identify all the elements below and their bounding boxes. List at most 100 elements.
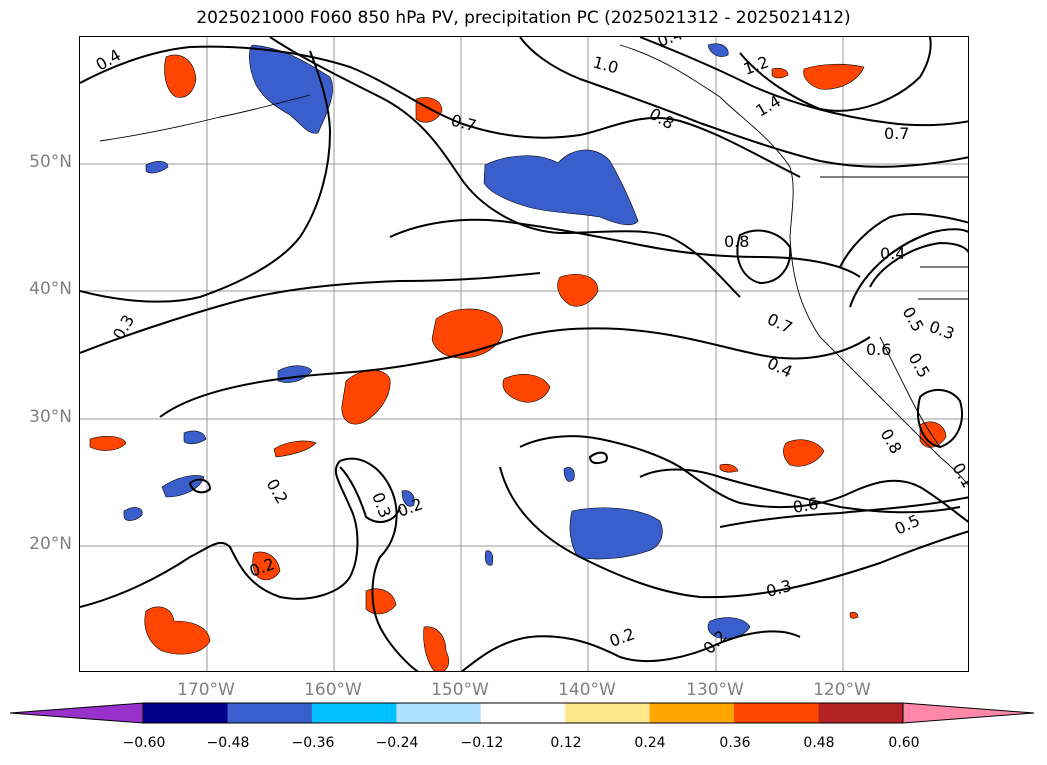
precip-blob-blue [401, 490, 415, 507]
colorbar-segment [227, 703, 313, 723]
precip-blob-blue [183, 430, 207, 445]
precip-blob-red [273, 440, 317, 458]
contour-label: 0.4 [880, 244, 905, 263]
precip-blob-red [89, 436, 127, 451]
contour-label: 0.7 [764, 309, 795, 337]
pv-contour-line [519, 37, 968, 168]
contour-label: 0.3 [109, 311, 138, 343]
precip-blob-red [502, 374, 551, 403]
pv-contour-line [188, 478, 212, 494]
pv-contour-line [80, 272, 541, 354]
pv-contour-line [639, 37, 968, 127]
precip-blob-red [365, 588, 397, 615]
precip-blob-red [431, 308, 503, 359]
lat-label-30n: 30°N [29, 407, 72, 427]
lat-label-20n: 20°N [29, 534, 72, 554]
contour-label: 1.4 [753, 91, 785, 120]
contour-label: 0.5 [892, 511, 923, 539]
precip-blob-blue [145, 161, 169, 174]
pv-contours [80, 37, 968, 671]
pv-contour-line [839, 213, 968, 268]
precip-blob-red [919, 421, 947, 448]
contour-label: 0.2 [395, 494, 425, 521]
contour-label: 1.2 [741, 52, 771, 79]
colorbar-tick-label: 0.48 [803, 735, 835, 751]
contour-label: 0.8 [724, 232, 749, 251]
pv-contour-line [739, 37, 932, 112]
lat-label-40n: 40°N [29, 279, 72, 299]
pv-contour-line [80, 45, 801, 178]
lon-label-150w: 150°W [431, 680, 489, 700]
colorbar-tick-label: −0.12 [460, 735, 504, 751]
colorbar [10, 702, 1035, 724]
colorbar-tick-label: 0.12 [550, 735, 582, 751]
contour-label: 0.1 [949, 460, 969, 492]
pv-contour-line [159, 327, 871, 418]
colorbar-segment [311, 703, 397, 723]
pv-contour-line [389, 218, 861, 278]
lat-label-50n: 50°N [29, 152, 72, 172]
contour-label: 0.2 [263, 476, 292, 508]
contour-label: 0.5 [905, 350, 934, 382]
pv-contour-line [269, 37, 741, 298]
lon-label-130w: 130°W [686, 680, 744, 700]
contour-label: 0.8 [646, 104, 678, 133]
border-us-mexico [918, 266, 968, 300]
pv-contour-line [519, 435, 968, 523]
map-panel: 0.4 1.0 0.4 1.2 1.4 0.8 0.7 0.7 0.8 0.4 … [79, 36, 969, 672]
colorbar-tick-label: −0.60 [122, 735, 166, 751]
coastline-baja [879, 336, 941, 448]
precip-blob-blue [484, 550, 494, 566]
colorbar-tick-label: −0.24 [375, 735, 419, 751]
pv-contour-line [339, 466, 401, 523]
contour-label: 0.7 [449, 111, 479, 136]
precip-blob-blue [563, 467, 575, 482]
contour-label: 0.3 [927, 317, 957, 344]
contour-label: 0.5 [899, 304, 928, 336]
precip-blob-red [341, 369, 391, 425]
precip-blob-red [144, 606, 211, 655]
precip-blob-red [423, 626, 449, 671]
colorbar-segment [565, 703, 651, 723]
contour-label: 1.0 [591, 53, 621, 78]
contour-label: 0.3 [764, 576, 794, 601]
pv-contour-line [639, 468, 961, 514]
pv-contour-line [869, 241, 968, 288]
lon-label-140w: 140°W [558, 680, 616, 700]
colorbar-segment [734, 703, 820, 723]
contour-label: 0.2 [607, 624, 637, 651]
lon-label-170w: 170°W [177, 680, 235, 700]
colorbar-segment [480, 703, 566, 723]
lon-label-120w: 120°W [813, 680, 871, 700]
pv-contour-line [80, 50, 332, 303]
precip-blob-blue [483, 149, 639, 226]
precip-blob-red [783, 439, 825, 467]
precip-blob-red [719, 463, 739, 473]
precip-blob-red [849, 611, 859, 619]
contour-label: 0.4 [93, 45, 125, 74]
colorbar-tick-label: 0.24 [634, 735, 666, 751]
contour-label: 0.8 [877, 426, 906, 458]
precip-blob-blue [707, 43, 729, 57]
contour-label: 0.6 [866, 340, 891, 359]
precip-blob-red [557, 274, 599, 307]
map-title: 2025021000 F060 850 hPa PV, precipitatio… [196, 8, 851, 28]
precip-blob-red [415, 97, 443, 123]
pv-contour-line [849, 228, 968, 308]
contour-label: 0.6 [791, 494, 819, 517]
coastline-north-america [619, 44, 968, 486]
colorbar-tick-label: 0.60 [888, 735, 920, 751]
coastlines [99, 44, 968, 486]
precip-blob-red [164, 54, 197, 98]
pv-contour-line [460, 630, 801, 671]
colorbar-extend-low [10, 702, 144, 724]
lon-label-160w: 160°W [304, 680, 362, 700]
precip-negative [123, 43, 751, 639]
colorbar-tick-label: −0.48 [206, 735, 250, 751]
colorbar-segment [143, 703, 228, 723]
colorbar-tick-label: −0.36 [291, 735, 335, 751]
precip-blob-red [803, 63, 865, 90]
pv-contour-line [588, 451, 608, 465]
pv-contour-line [719, 496, 968, 528]
precip-blob-blue [123, 507, 143, 521]
